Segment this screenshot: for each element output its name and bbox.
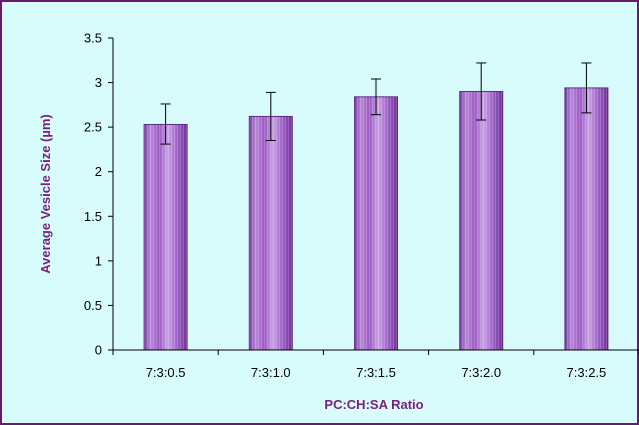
x-axis-title: PC:CH:SA Ratio [324,397,423,412]
y-tick-label: 2 [95,164,102,179]
bar-texture [564,87,608,351]
y-tick-label: 0.5 [84,298,102,313]
y-tick-label: 1.5 [84,209,102,224]
error-bars-group [160,62,592,145]
bar-texture [459,91,503,350]
y-tick-label: 3.5 [84,31,102,46]
x-axis: 7:3:0.5 7:3:1.0 7:3:1.5 7:3:2.0 7:3:2.5 [112,349,639,380]
y-tick-label: 1 [95,253,102,268]
x-tick-label: 7:3:0.5 [146,365,186,380]
x-tick-label: 7:3:1.0 [251,365,291,380]
bars-group [143,87,609,351]
bar-texture [144,124,188,351]
y-tick-label: 2.5 [84,120,102,135]
x-tick-label: 7:3:2.5 [567,365,607,380]
x-tick-label: 7:3:2.0 [461,365,501,380]
bar-texture [249,116,293,351]
y-tick-label: 0 [95,343,102,358]
y-axis-title: Average Vesicle Size (µm) [38,114,53,273]
y-tick-label: 3 [95,75,102,90]
y-axis: 0 0.5 1 1.5 2 2.5 3 3.5 [84,31,114,358]
x-tick-label: 7:3:1.5 [356,365,396,380]
bar-texture [354,96,398,350]
